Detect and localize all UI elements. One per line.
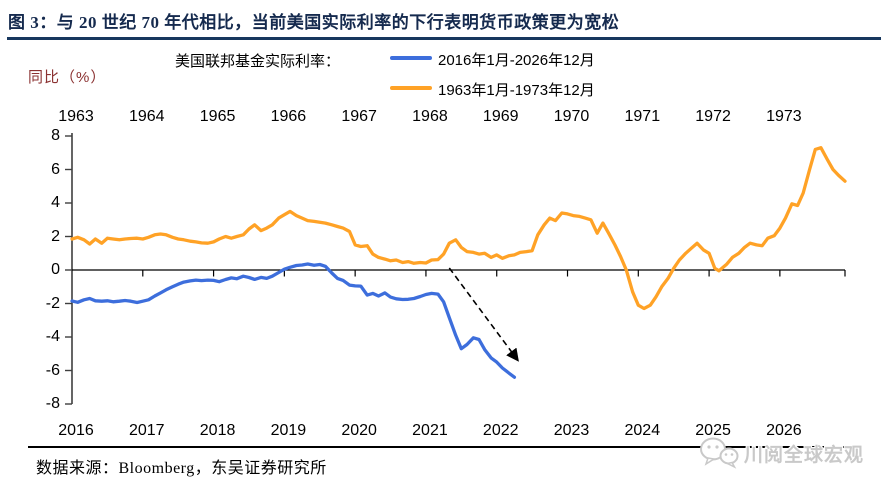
y-tick-label: -8 (45, 395, 60, 412)
y-tick-label: 0 (51, 261, 60, 278)
bottom-x-tick-label: 2017 (128, 422, 165, 439)
top-x-tick-label: 1972 (695, 108, 731, 125)
bottom-x-tick-label: 2023 (553, 422, 590, 439)
legend-entry-orange: 1963年1月-1973年12月 (438, 82, 595, 99)
bottom-x-tick-label: 2022 (482, 422, 519, 439)
watermark-text: 川阅全球宏观 (744, 444, 865, 466)
top-x-tick-label: 1973 (766, 108, 802, 125)
bottom-x-tick-label: 2018 (199, 422, 236, 439)
bottom-x-tick-label: 2016 (58, 422, 94, 439)
top-x-tick-label: 1971 (624, 108, 661, 125)
top-x-tick-label: 1970 (553, 108, 590, 125)
bottom-x-tick-label: 2024 (624, 422, 661, 439)
legend-title: 美国联邦基金实际利率： (175, 53, 341, 70)
y-tick-label: -4 (45, 328, 60, 345)
figure-title: 图 3：与 20 世纪 70 年代相比，当前美国实际利率的下行表明货币政策更为宽… (8, 13, 620, 32)
data-series-lines (70, 146, 847, 379)
axis-lines (65, 133, 846, 405)
y-tick-label: 8 (51, 127, 60, 144)
top-x-tick-label: 1965 (199, 108, 236, 125)
y-tick-label: -2 (45, 294, 60, 312)
legend-swatch-orange-line (390, 86, 432, 90)
top-x-tick-label: 1968 (412, 108, 448, 125)
top-x-tick-label: 1966 (270, 108, 307, 125)
bottom-x-tick-label: 2026 (766, 422, 802, 439)
footer-divider (28, 446, 860, 448)
y-tick-label: 6 (51, 160, 60, 178)
bottom-x-tick-label: 2021 (412, 422, 448, 439)
title-divider (7, 37, 881, 40)
downtrend-arrow-annotation (448, 267, 519, 362)
bottom-x-tick-label: 2019 (270, 422, 307, 439)
wechat-icon (700, 437, 739, 469)
y-tick-label: -6 (45, 361, 60, 379)
y-axis-unit-label: 同比（%） (28, 69, 107, 86)
top-x-tick-label: 1964 (128, 108, 165, 125)
bottom-x-tick-label: 2025 (695, 422, 731, 439)
y-tick-label: 2 (51, 227, 60, 245)
y-tick-label: 4 (51, 194, 60, 211)
legend-swatch-blue-line (390, 56, 432, 60)
top-x-tick-label: 1963 (58, 108, 94, 125)
data-source-note: 数据来源：Bloomberg，东吴证券研究所 (36, 460, 327, 477)
top-x-tick-label: 1969 (482, 108, 519, 125)
watermark: 川阅全球宏观 (698, 436, 864, 470)
top-x-tick-label: 1967 (341, 108, 377, 125)
legend-entry-blue: 2016年1月-2026年12月 (438, 52, 595, 69)
bottom-x-tick-label: 2020 (341, 422, 377, 439)
